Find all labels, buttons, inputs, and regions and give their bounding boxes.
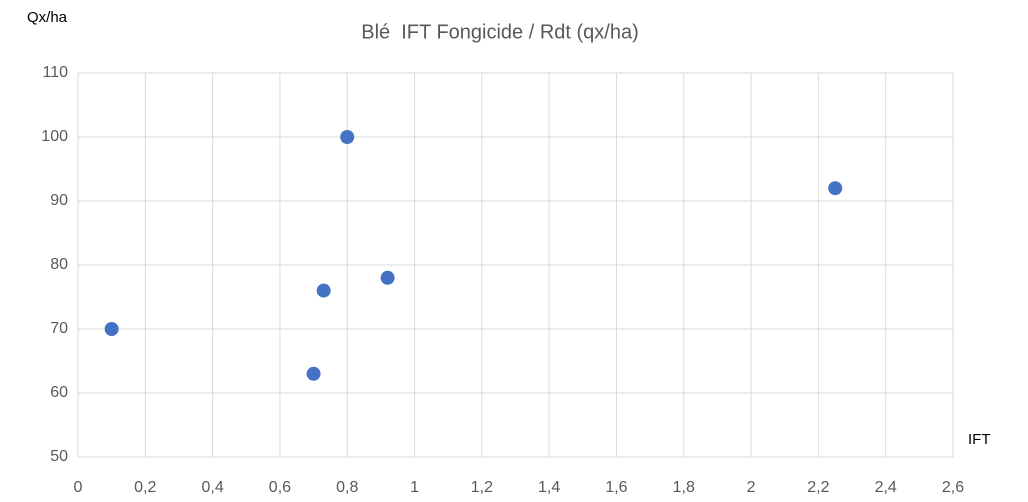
x-tick-label: 2 <box>747 479 756 496</box>
y-tick-label: 50 <box>50 448 68 465</box>
x-tick-label: 0,4 <box>201 479 223 496</box>
x-tick-label: 2,2 <box>807 479 829 496</box>
x-tick-label: 0,8 <box>336 479 358 496</box>
point <box>340 130 355 144</box>
y-tick-label: 90 <box>50 192 68 209</box>
x-tick-label: 1,6 <box>605 479 627 496</box>
point <box>828 181 843 196</box>
y-axis-label: Qx/ha <box>27 9 68 26</box>
x-axis-label: IFT <box>968 431 991 448</box>
chart-title: Blé IFT Fongicide / Rdt (qx/ha) <box>361 21 639 43</box>
x-tick-label: 0 <box>74 479 83 496</box>
y-tick-label: 100 <box>41 128 68 145</box>
x-tick-label: 1 <box>410 479 419 496</box>
x-tick-label: 0,2 <box>134 479 156 496</box>
x-tick-label: 1,4 <box>538 479 560 496</box>
point <box>306 366 321 381</box>
y-tick-label: 80 <box>50 256 68 273</box>
y-tick-label: 110 <box>42 64 68 81</box>
x-tick-label: 1,2 <box>471 479 493 496</box>
point <box>316 283 331 298</box>
point <box>380 270 395 285</box>
x-tick-label: 1,8 <box>673 479 695 496</box>
y-tick-label: 60 <box>50 384 68 401</box>
x-tick-label: 2,6 <box>942 479 964 496</box>
x-tick-label: 0,6 <box>269 479 291 496</box>
x-tick-label: 2,4 <box>875 479 897 496</box>
y-tick-label: 70 <box>50 320 68 337</box>
point <box>104 322 119 336</box>
